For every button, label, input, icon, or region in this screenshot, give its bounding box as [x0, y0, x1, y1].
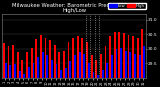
- Bar: [8, 46, 9, 78]
- Bar: [72, 38, 74, 78]
- Bar: [60, 70, 62, 78]
- Bar: [106, 63, 108, 78]
- Bar: [42, 52, 44, 78]
- Bar: [141, 29, 143, 78]
- Bar: [56, 64, 57, 78]
- Bar: [123, 33, 125, 78]
- Bar: [128, 35, 129, 78]
- Legend: Low, High: Low, High: [108, 3, 146, 9]
- Bar: [68, 42, 69, 78]
- Bar: [129, 52, 131, 78]
- Bar: [91, 55, 92, 78]
- Bar: [51, 60, 53, 78]
- Bar: [44, 38, 46, 78]
- Bar: [116, 49, 117, 78]
- Bar: [120, 48, 122, 78]
- Bar: [28, 67, 30, 78]
- Bar: [79, 52, 80, 78]
- Bar: [49, 40, 51, 78]
- Bar: [81, 38, 83, 78]
- Bar: [139, 55, 140, 78]
- Bar: [74, 55, 76, 78]
- Bar: [100, 54, 102, 78]
- Bar: [54, 45, 56, 78]
- Bar: [32, 63, 34, 78]
- Bar: [77, 36, 79, 78]
- Bar: [37, 57, 39, 78]
- Bar: [137, 38, 139, 78]
- Bar: [3, 43, 5, 78]
- Title: Milwaukee Weather: Barometric Pressure Daily High/Low: Milwaukee Weather: Barometric Pressure D…: [12, 3, 136, 13]
- Bar: [83, 54, 85, 78]
- Bar: [143, 46, 145, 78]
- Bar: [17, 52, 19, 78]
- Bar: [35, 39, 37, 78]
- Bar: [88, 63, 90, 78]
- Bar: [58, 52, 60, 78]
- Bar: [46, 55, 48, 78]
- Bar: [19, 71, 20, 78]
- Bar: [132, 36, 134, 78]
- Bar: [21, 60, 23, 78]
- Bar: [14, 64, 16, 78]
- Bar: [125, 51, 127, 78]
- Bar: [118, 32, 120, 78]
- Bar: [86, 42, 88, 78]
- Bar: [69, 61, 71, 78]
- Bar: [102, 70, 104, 78]
- Bar: [134, 54, 136, 78]
- Bar: [26, 52, 28, 78]
- Bar: [63, 51, 65, 78]
- Bar: [65, 68, 67, 78]
- Bar: [40, 35, 42, 78]
- Bar: [111, 55, 113, 78]
- Bar: [5, 63, 7, 78]
- Bar: [9, 65, 11, 78]
- Bar: [109, 36, 111, 78]
- Bar: [97, 75, 99, 78]
- Bar: [92, 72, 94, 78]
- Bar: [95, 60, 97, 78]
- Bar: [114, 32, 116, 78]
- Bar: [12, 45, 14, 78]
- Bar: [104, 46, 106, 78]
- Bar: [23, 74, 25, 78]
- Bar: [31, 48, 32, 78]
